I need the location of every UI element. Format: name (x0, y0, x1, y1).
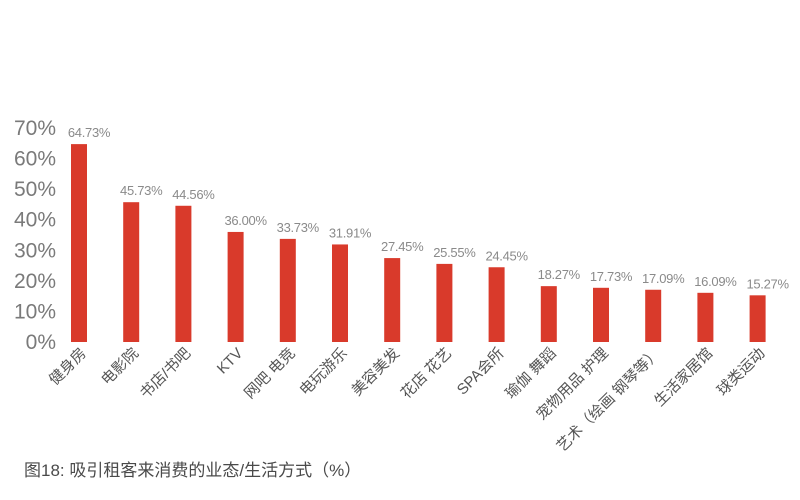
bar (279, 238, 296, 342)
category-label: 花店 花艺 (398, 345, 455, 402)
data-label: 45.73% (120, 183, 163, 198)
data-label: 33.73% (277, 220, 320, 235)
y-tick-label: 30% (14, 239, 56, 262)
y-tick-label: 40% (14, 209, 56, 232)
data-label: 44.56% (172, 187, 215, 202)
bar (593, 287, 609, 342)
data-label: 31.91% (329, 225, 372, 240)
figure-caption: 图18: 吸引租客来消费的业态/生活方式（%） (24, 461, 362, 480)
bars (71, 144, 766, 342)
category-label: 网吧 电竞 (241, 344, 299, 402)
bar (749, 295, 766, 342)
data-label: 17.73% (590, 269, 633, 284)
bar (645, 289, 662, 342)
bar (540, 286, 557, 342)
data-label: 24.45% (485, 248, 528, 263)
category-label: 书店/书吧 (137, 345, 194, 402)
bar (384, 258, 401, 342)
data-label: 36.00% (224, 213, 267, 228)
category-label: 美容美发 (349, 345, 403, 399)
category-label: 球类运动 (714, 345, 768, 399)
bar (71, 144, 87, 342)
category-label: KTV (214, 345, 247, 378)
y-tick-label: 0% (26, 331, 56, 354)
data-label: 17.09% (642, 271, 685, 286)
data-label: 15.27% (746, 276, 789, 291)
data-label: 64.73% (68, 125, 111, 140)
bar (436, 263, 453, 342)
data-label: 25.55% (433, 245, 476, 260)
bar (488, 267, 505, 342)
data-labels: 64.73% 45.73% 44.56% 36.00% 33.73% 31.91% 27.4… (68, 125, 790, 291)
y-tick-label: 60% (14, 148, 56, 171)
y-tick-label: 20% (14, 270, 56, 293)
bar (227, 231, 244, 342)
bar (175, 205, 192, 342)
category-label: 艺术（绘画 钢琴等） (553, 344, 664, 455)
category-label: 电影院 (97, 344, 142, 389)
data-label: 16.09% (694, 274, 737, 289)
data-label: 18.27% (538, 267, 581, 282)
bar (123, 202, 140, 342)
y-tick-label: 50% (14, 178, 56, 201)
y-tick-label: 70% (14, 117, 56, 140)
y-tick-label: 10% (14, 300, 56, 323)
bar (332, 244, 348, 342)
bar (697, 292, 714, 342)
category-label: 电玩游乐 (296, 345, 350, 399)
data-label: 27.45% (381, 239, 424, 254)
y-axis: 0% 10% 20% 30% 40% 50% 60% 70% (14, 117, 56, 354)
category-label: SPA会所 (454, 345, 508, 399)
